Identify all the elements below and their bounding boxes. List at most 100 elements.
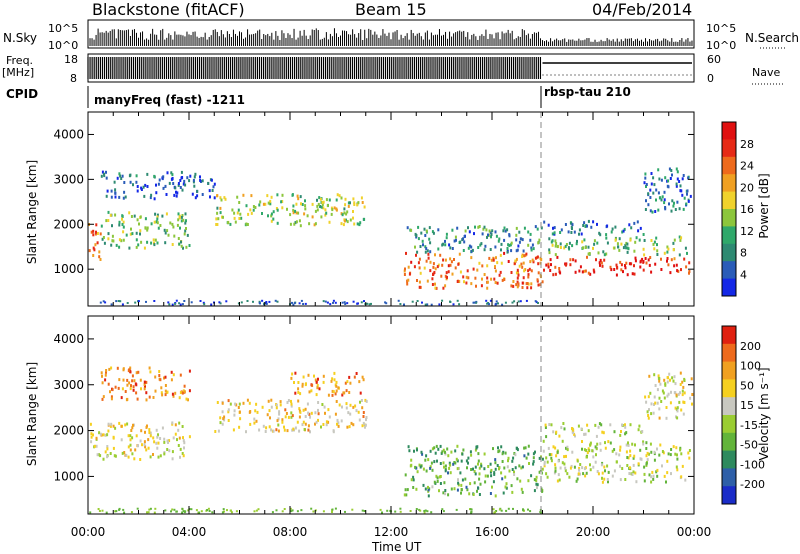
- power-cell: [587, 271, 590, 275]
- power-cell: [346, 220, 349, 224]
- velocity-cell: [607, 440, 610, 444]
- velocity-cell: [682, 400, 685, 404]
- power-cell: [352, 197, 355, 201]
- velocity-ground-cell: [507, 507, 510, 510]
- velocity-cell: [120, 438, 123, 442]
- power-cell: [652, 176, 655, 180]
- power-cell: [201, 193, 204, 196]
- velocity-colorbar-swatch: [722, 432, 736, 452]
- velocity-cell: [302, 375, 305, 379]
- velocity-cell: [145, 448, 148, 452]
- velocity-cell: [308, 390, 311, 394]
- power-cell: [486, 280, 489, 284]
- power-ground-cell: [416, 300, 419, 302]
- velocity-cell: [545, 472, 548, 476]
- power-ground-cell: [511, 301, 514, 304]
- power-cell: [550, 263, 552, 267]
- velocity-cell: [365, 399, 368, 403]
- power-cell: [521, 265, 524, 269]
- power-cell: [363, 217, 366, 221]
- power-cell: [437, 228, 440, 232]
- velocity-ground-cell: [200, 510, 203, 513]
- velocity-cell: [335, 400, 338, 403]
- power-cell: [239, 212, 242, 216]
- power-cell: [114, 188, 117, 192]
- velocity-cell: [676, 468, 679, 472]
- velocity-ground-cell: [529, 510, 532, 513]
- velocity-cell: [343, 391, 346, 395]
- velocity-cell: [340, 419, 343, 423]
- power-cell: [474, 276, 477, 280]
- power-ground-cell: [110, 303, 113, 306]
- power-cell: [423, 266, 426, 270]
- power-ground-cell: [300, 299, 303, 302]
- velocity-cell: [102, 433, 105, 437]
- power-cell: [92, 246, 95, 250]
- velocity-ground-cell: [123, 511, 126, 514]
- velocity-cell: [566, 445, 569, 449]
- power-cell: [654, 262, 657, 266]
- power-cell: [668, 202, 670, 206]
- velocity-cell: [154, 389, 157, 393]
- velocity-ground-cell: [540, 511, 542, 514]
- velocity-cell: [155, 428, 158, 432]
- power-cell: [622, 229, 625, 233]
- velocity-cell: [287, 399, 290, 402]
- power-ground-cell: [175, 299, 178, 302]
- power-cell: [661, 195, 664, 199]
- velocity-cell: [457, 481, 460, 485]
- power-cell: [653, 183, 656, 187]
- power-ground-cell: [411, 300, 414, 303]
- velocity-cell: [652, 477, 655, 481]
- velocity-cell: [332, 390, 335, 394]
- velocity-cell: [673, 391, 676, 395]
- cpid-label: CPID: [6, 87, 38, 101]
- power-cell: [217, 217, 220, 221]
- velocity-cell: [425, 454, 428, 458]
- velocity-cell: [541, 489, 544, 493]
- power-cell: [162, 186, 165, 190]
- velocity-cell: [492, 480, 495, 484]
- velocity-cell: [626, 456, 629, 459]
- power-cell: [131, 232, 134, 236]
- velocity-cell: [420, 450, 423, 454]
- power-cell: [156, 221, 159, 225]
- power-cell: [536, 278, 539, 282]
- velocity-cell: [429, 466, 432, 470]
- power-cell: [453, 239, 456, 243]
- velocity-cell: [594, 445, 597, 449]
- power-cell: [508, 244, 511, 247]
- power-cell: [462, 237, 465, 241]
- power-cell: [599, 263, 601, 267]
- velocity-cell: [317, 377, 319, 381]
- power-cell: [545, 263, 548, 267]
- power-cell: [538, 238, 541, 242]
- power-cell: [633, 221, 636, 225]
- velocity-cell: [135, 391, 138, 395]
- power-cell: [554, 272, 557, 276]
- power-cell: [122, 225, 125, 229]
- power-cell: [623, 227, 626, 231]
- power-cell: [620, 268, 623, 272]
- power-cell: [470, 282, 473, 286]
- velocity-cell: [491, 485, 493, 489]
- velocity-ground-cell: [426, 510, 429, 513]
- velocity-cell: [179, 455, 181, 459]
- velocity-cell: [604, 441, 606, 445]
- power-cell: [146, 172, 149, 176]
- power-cell: [231, 208, 234, 212]
- velocity-cell: [219, 416, 222, 420]
- power-cell: [165, 193, 168, 196]
- velocity-ground-cell: [229, 509, 232, 512]
- velocity-cell: [313, 374, 315, 378]
- velocity-ground-cell: [505, 509, 508, 512]
- power-cell: [95, 230, 97, 234]
- power-cell: [506, 247, 509, 250]
- power-cell: [433, 271, 436, 274]
- velocity-cell: [108, 367, 111, 371]
- power-cell: [593, 239, 596, 243]
- velocity-cell: [168, 449, 171, 453]
- velocity-cell: [298, 415, 301, 419]
